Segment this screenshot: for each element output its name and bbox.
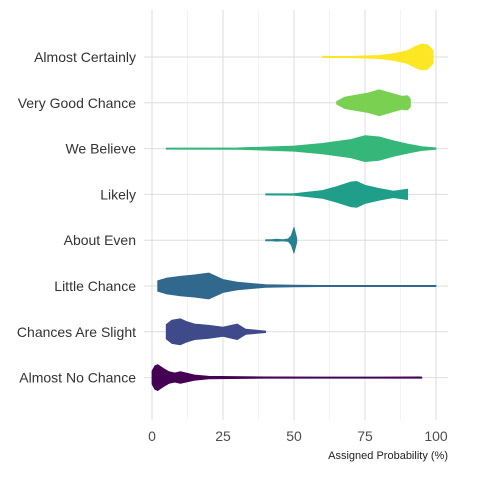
violin-very-good-chance	[336, 89, 411, 117]
x-tick-labels: 0 25 50 75 100	[148, 428, 448, 444]
category-label: Almost Certainly	[34, 49, 136, 65]
x-tick-label: 50	[286, 428, 302, 444]
violin-chances-are-slight	[165, 318, 266, 346]
violin-little-chance	[157, 272, 437, 300]
category-label: Very Good Chance	[18, 95, 137, 111]
category-label: Chances Are Slight	[17, 324, 136, 340]
x-tick-label: 0	[148, 428, 156, 444]
x-axis-title: Assigned Probability (%)	[328, 450, 448, 462]
x-tick-label: 25	[215, 428, 231, 444]
violin-we-believe	[165, 135, 437, 162]
violin-about-even	[265, 226, 298, 254]
category-label: Likely	[100, 186, 136, 202]
category-label: Little Chance	[54, 278, 136, 294]
violin-likely	[265, 181, 408, 208]
category-label: Almost No Chance	[19, 370, 136, 386]
violins	[151, 43, 437, 391]
grid	[144, 10, 448, 420]
x-tick-label: 100	[424, 428, 448, 444]
violin-almost-certainly	[322, 43, 434, 71]
category-labels: Almost Certainly Very Good Chance We Belie…	[17, 49, 136, 386]
x-tick-label: 75	[357, 428, 373, 444]
category-label: We Believe	[65, 141, 136, 157]
violin-almost-no-chance	[151, 364, 423, 391]
category-label: About Even	[64, 232, 136, 248]
